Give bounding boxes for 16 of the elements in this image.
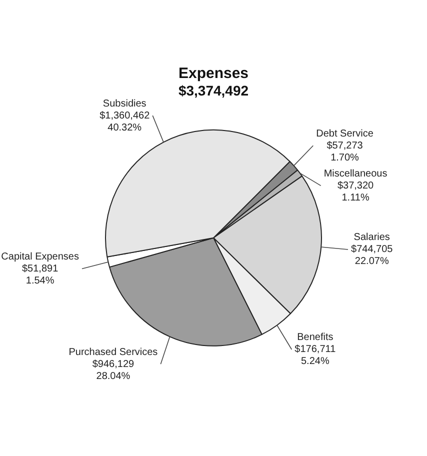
- slice-label: Purchased Services: [68, 346, 158, 358]
- data-label: $37,320 1.11%: [337, 180, 374, 204]
- slice-label: Debt Service: [316, 128, 374, 140]
- chart-subtitle: $3,374,492: [178, 82, 249, 98]
- slice-label: Miscellaneous: [324, 168, 388, 180]
- slice-label: Salaries: [354, 232, 390, 244]
- data-label: $1,360,462 40.32%: [100, 110, 150, 134]
- slice-label: Subsidies: [102, 98, 146, 110]
- slice-label: Benefits: [297, 332, 334, 344]
- chart-title: Expenses: [178, 65, 249, 82]
- data-label: $946,129 28.04%: [92, 358, 135, 382]
- slice-label: Capital Expenses: [1, 251, 79, 262]
- data-label: $51,891 1.54%: [22, 263, 59, 286]
- data-label: $57,273 1.70%: [326, 140, 364, 164]
- data-label: $176,711 5.24%: [294, 344, 336, 368]
- data-label: $744,705 22.07%: [351, 244, 394, 268]
